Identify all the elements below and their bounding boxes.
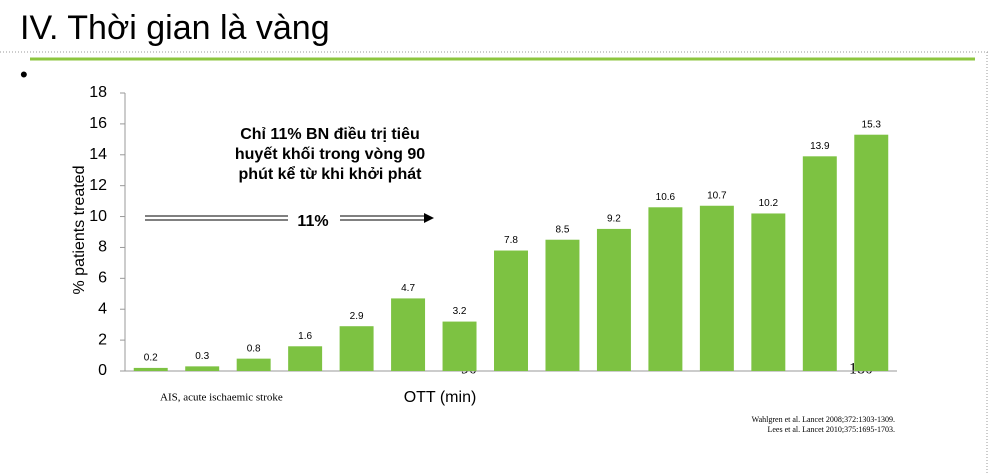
value-label: 2.9 xyxy=(350,311,364,322)
value-label: 7.8 xyxy=(504,235,518,246)
y-tick-label: 2 xyxy=(98,331,107,348)
bar xyxy=(236,358,271,371)
value-label: 10.6 xyxy=(656,192,676,203)
bar xyxy=(648,207,683,371)
citation: Wahlgren et al. Lancet 2008;372:1303-130… xyxy=(752,415,895,424)
bar xyxy=(185,366,220,371)
y-tick-label: 12 xyxy=(89,177,107,194)
bullet: • xyxy=(20,62,28,87)
y-tick-label: 6 xyxy=(98,270,107,287)
value-label: 0.2 xyxy=(144,353,158,364)
bar xyxy=(494,250,528,371)
arrow-label: 11% xyxy=(297,213,328,230)
value-label: 4.7 xyxy=(401,283,415,294)
value-label: 1.6 xyxy=(298,331,312,342)
y-tick-label: 14 xyxy=(89,146,107,163)
value-label: 13.9 xyxy=(810,141,830,152)
value-label: 0.8 xyxy=(247,343,261,354)
value-label: 3.2 xyxy=(453,306,467,317)
value-label: 0.3 xyxy=(195,351,209,362)
bar xyxy=(751,213,786,371)
bar xyxy=(391,298,426,371)
y-tick-label: 0 xyxy=(98,362,107,379)
y-tick-label: 4 xyxy=(98,300,107,317)
value-label: 15.3 xyxy=(862,119,882,130)
callout: huyết khối trong vòng 90 xyxy=(235,146,425,163)
arrow-head xyxy=(424,213,434,223)
footnote: AIS, acute ischaemic stroke xyxy=(160,392,283,404)
y-tick-label: 16 xyxy=(89,115,107,132)
y-tick-label: 10 xyxy=(89,208,107,225)
bar xyxy=(854,134,889,371)
bar xyxy=(545,239,580,371)
arrow-label-bg xyxy=(288,210,340,232)
value-label: 10.2 xyxy=(759,198,779,209)
y-tick-label: 8 xyxy=(98,239,107,256)
bar xyxy=(288,346,323,371)
slide-title: IV. Thời gian là vàng xyxy=(20,9,330,47)
bar xyxy=(596,228,631,371)
bar xyxy=(339,326,374,371)
bar xyxy=(442,321,477,371)
x-axis-label: OTT (min) xyxy=(404,389,477,406)
bar xyxy=(699,205,734,371)
value-label: 8.5 xyxy=(556,224,570,235)
y-tick-label: 18 xyxy=(89,84,107,101)
value-label: 10.7 xyxy=(707,190,727,201)
y-axis-label: % patients treated xyxy=(71,166,88,295)
citation: Lees et al. Lancet 2010;375:1695-1703. xyxy=(767,425,895,434)
value-label: 9.2 xyxy=(607,214,621,225)
bar xyxy=(802,156,837,371)
callout: phút kể từ khi khởi phát xyxy=(239,165,423,183)
callout: Chỉ 11% BN điều trị tiêu xyxy=(240,126,420,143)
bar xyxy=(133,367,168,371)
